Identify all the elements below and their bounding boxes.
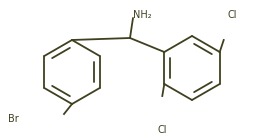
Text: NH₂: NH₂ (133, 10, 152, 20)
Text: Cl: Cl (157, 125, 166, 135)
Text: Cl: Cl (227, 10, 237, 20)
Text: Br: Br (8, 114, 19, 124)
